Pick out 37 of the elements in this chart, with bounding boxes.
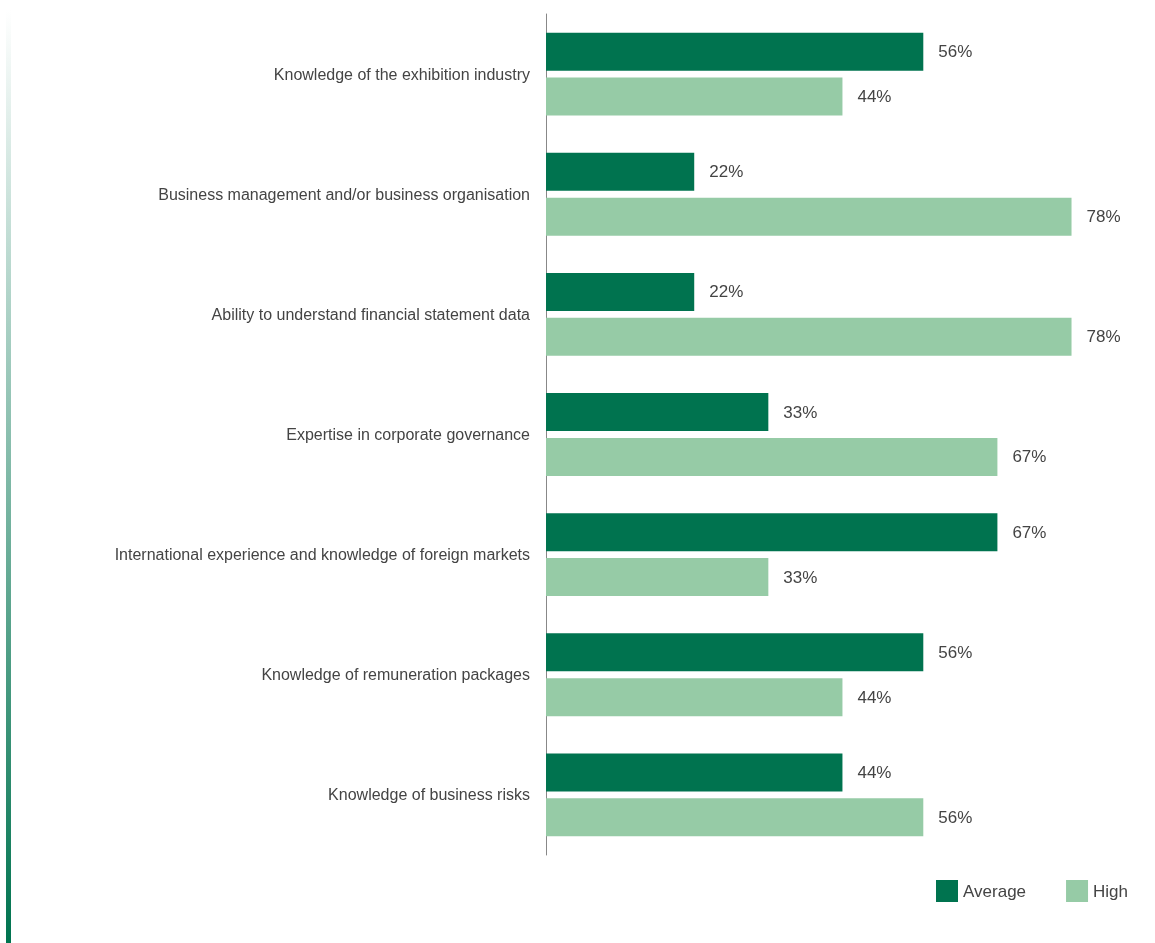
data-label: 44% [857, 86, 892, 106]
data-label: 78% [1086, 207, 1121, 227]
bar [546, 437, 998, 476]
y-tick-label: Business management and/or business organisation [158, 185, 530, 203]
bar [546, 558, 769, 597]
data-label: 44% [857, 687, 892, 707]
data-label: 56% [938, 642, 973, 662]
data-label: 44% [857, 763, 892, 783]
legend-label: Average [963, 881, 1027, 901]
y-tick-label: International experience and knowledge of foreign markets [114, 546, 530, 564]
data-label: 67% [1012, 522, 1047, 542]
bar [546, 197, 1072, 236]
y-tick-label: Knowledge of the exhibition industry [273, 65, 530, 83]
bar [546, 513, 998, 552]
data-label: 56% [938, 807, 973, 827]
bar [546, 678, 843, 717]
bar [546, 798, 924, 837]
data-label: 78% [1086, 327, 1121, 347]
bar [546, 32, 924, 71]
bar [546, 152, 695, 191]
y-tick-label: Knowledge of remuneration packages [261, 666, 530, 684]
bar [546, 633, 924, 672]
data-label: 33% [783, 402, 818, 422]
bar [546, 77, 843, 116]
bar [546, 317, 1072, 356]
y-tick-label: Ability to understand financial statement data [211, 305, 531, 323]
y-tick-label: Expertise in corporate governance [286, 426, 531, 443]
data-label: 56% [938, 42, 973, 62]
data-label: 22% [709, 282, 744, 302]
legend-label: High [1093, 881, 1129, 901]
data-label: 33% [783, 567, 818, 587]
bar [546, 272, 695, 311]
data-label: 22% [709, 162, 744, 182]
bar [546, 393, 769, 432]
bar [546, 753, 843, 792]
data-label: 67% [1012, 447, 1047, 467]
y-tick-label: Knowledge of business risks [328, 786, 530, 804]
